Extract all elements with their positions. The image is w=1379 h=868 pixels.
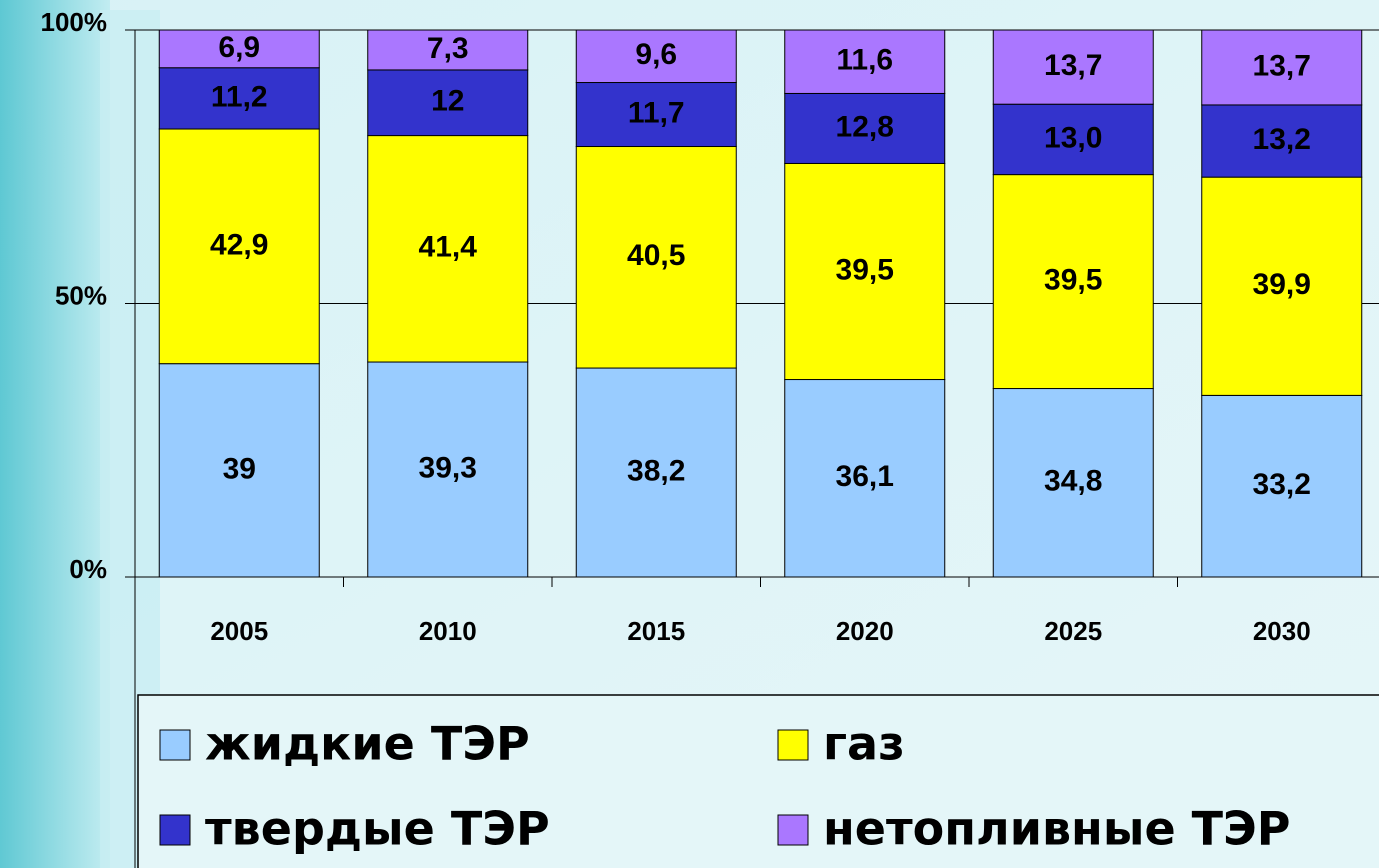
value-label: 12,8 (836, 110, 894, 143)
bar-segment (158, 128, 320, 365)
value-label: 39,5 (836, 253, 894, 286)
value-label: 13,2 (1253, 123, 1311, 156)
value-label: 34,8 (1044, 465, 1102, 498)
decor (0, 0, 110, 868)
bar-segment (1201, 176, 1363, 396)
bar-segment (367, 361, 529, 578)
value-label: 13,7 (1044, 49, 1102, 82)
value-label: 13,0 (1044, 121, 1102, 154)
x-tick-label: 2020 (836, 616, 894, 646)
bar-segment (992, 103, 1154, 176)
value-label: 36,1 (836, 460, 894, 493)
bar-segment (784, 162, 946, 381)
x-tick-label: 2025 (1044, 616, 1102, 646)
value-label: 41,4 (419, 231, 478, 264)
value-label: 39 (223, 452, 256, 485)
bar-segment (1201, 394, 1363, 578)
bar-segment (1201, 104, 1363, 178)
bar-segment (784, 92, 946, 164)
x-tick-label: 2030 (1253, 616, 1311, 646)
value-label: 39,9 (1253, 268, 1311, 301)
legend-swatch (159, 729, 191, 761)
value-label: 11,2 (211, 80, 268, 113)
bar-segment (575, 146, 737, 369)
value-label: 12 (431, 85, 464, 118)
bar-segment (992, 29, 1154, 105)
bar-segment (575, 29, 737, 84)
y-tick-label: 0% (69, 554, 107, 584)
legend (137, 694, 1379, 868)
value-label: 38,2 (627, 454, 685, 487)
x-tick-label: 2010 (419, 616, 477, 646)
legend-label: твердые ТЭР (205, 802, 550, 856)
value-label: 42,9 (210, 228, 268, 261)
legend-swatch (777, 814, 809, 846)
legend-swatch (159, 814, 191, 846)
bar-segment (158, 67, 320, 130)
bar-segment (575, 82, 737, 148)
value-label: 39,3 (419, 451, 477, 484)
bar-segment (575, 367, 737, 578)
y-tick-label: 100% (41, 7, 108, 37)
value-label: 39,5 (1044, 263, 1102, 296)
value-label: 11,6 (836, 44, 893, 77)
x-tick-label: 2005 (210, 616, 268, 646)
x-tick-label: 2015 (627, 616, 685, 646)
bar-segment (784, 379, 946, 578)
bar-segment (158, 29, 320, 69)
legend-label: газ (823, 717, 905, 771)
legend-label: жидкие ТЭР (205, 717, 530, 771)
bar-segment (367, 69, 529, 137)
bar-segment (992, 388, 1154, 578)
y-tick-label: 50% (55, 280, 107, 310)
bar-segment (158, 363, 320, 578)
legend-swatch (777, 729, 809, 761)
value-label: 40,5 (627, 239, 685, 272)
bar-segment (1201, 29, 1363, 106)
bar-segment (992, 174, 1154, 390)
value-label: 7,3 (427, 32, 469, 65)
value-label: 9,6 (635, 38, 677, 71)
value-label: 13,7 (1253, 49, 1311, 82)
bar-segment (367, 29, 529, 71)
bar-segment (367, 135, 529, 363)
value-label: 6,9 (218, 31, 260, 64)
legend-label: нетопливные ТЭР (823, 802, 1291, 856)
value-label: 33,2 (1253, 468, 1311, 501)
bar-segment (784, 29, 946, 94)
value-label: 11,7 (628, 96, 685, 129)
